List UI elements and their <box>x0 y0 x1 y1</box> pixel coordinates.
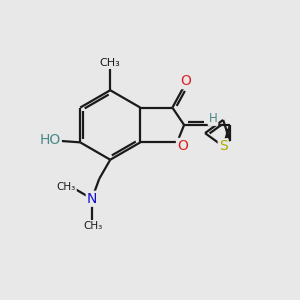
Text: O: O <box>177 139 188 153</box>
Text: CH₃: CH₃ <box>57 182 76 192</box>
Text: S: S <box>219 139 227 153</box>
Text: N: N <box>87 192 97 206</box>
Text: CH₃: CH₃ <box>100 58 121 68</box>
Text: HO: HO <box>40 133 61 147</box>
Text: CH₃: CH₃ <box>84 221 103 231</box>
Text: O: O <box>180 74 191 88</box>
Text: H: H <box>208 112 217 125</box>
